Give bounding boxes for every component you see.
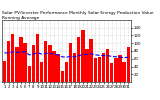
- Bar: [123, 62, 126, 82]
- Bar: [28, 66, 31, 82]
- Bar: [110, 63, 113, 82]
- Bar: [114, 58, 118, 82]
- Bar: [65, 62, 68, 82]
- Bar: [98, 57, 101, 82]
- Bar: [11, 34, 14, 82]
- Bar: [89, 39, 93, 82]
- Bar: [127, 47, 130, 82]
- Bar: [32, 45, 35, 82]
- Bar: [44, 41, 48, 82]
- Bar: [7, 41, 10, 82]
- Bar: [69, 43, 72, 82]
- Bar: [102, 53, 105, 82]
- Bar: [73, 53, 76, 82]
- Bar: [15, 47, 19, 82]
- Bar: [106, 49, 109, 82]
- Bar: [94, 58, 97, 82]
- Bar: [118, 55, 122, 82]
- Bar: [52, 51, 56, 82]
- Bar: [36, 34, 39, 82]
- Bar: [81, 30, 85, 82]
- Bar: [56, 54, 60, 82]
- Bar: [85, 49, 89, 82]
- Bar: [23, 43, 27, 82]
- Bar: [40, 62, 43, 82]
- Bar: [77, 37, 80, 82]
- Bar: [19, 37, 23, 82]
- Bar: [48, 45, 52, 82]
- Bar: [61, 71, 64, 82]
- Bar: [3, 61, 6, 82]
- Text: Solar PV/Inverter Performance Monthly Solar Energy Production Value Running Aver: Solar PV/Inverter Performance Monthly So…: [2, 11, 153, 20]
